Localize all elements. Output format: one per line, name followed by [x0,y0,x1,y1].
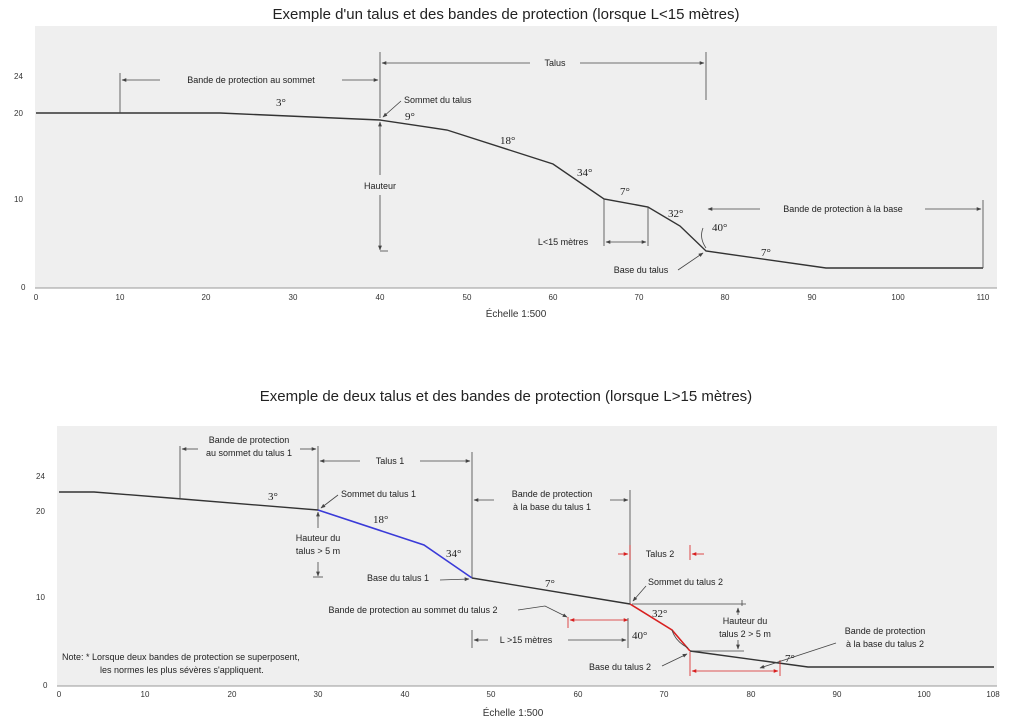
d2-angle-3: 3° [268,491,278,503]
d2-ytick-20: 20 [36,507,45,516]
d1-l15-label: L<15 mètres [538,237,589,247]
d1-xtick: 30 [289,293,298,302]
d2-xtick: 80 [747,690,756,699]
d2-angle-34: 34° [446,548,461,560]
d2-top-band-label-2: au sommet du talus 1 [206,448,292,458]
d2-xtick: 40 [401,690,410,699]
d2-top-band-label-1: Bande de protection [209,435,290,445]
d2-base2-label: Base du talus 2 [589,662,651,672]
d1-hauteur-label: Hauteur [364,181,396,191]
d1-angle-9: 9° [405,111,415,123]
d1-xtick: 70 [635,293,644,302]
d2-xtick: 90 [833,690,842,699]
diagram2-background [57,426,997,686]
diagram2: 24 20 10 0 0 10 20 30 40 50 60 70 80 90 … [36,426,1000,719]
d2-scale-label: Échelle 1:500 [483,706,544,719]
d2-angle-32: 32° [652,608,667,620]
d2-sommet1-leader [320,494,339,509]
d2-ground-top [59,491,319,511]
d2-ground-mid [471,577,631,605]
d1-angle-7-mid: 7° [620,186,630,198]
d2-base2-leader [661,653,688,667]
d1-ytick-0: 0 [21,283,26,292]
d2-talus2-label: Talus 2 [646,549,675,559]
d2-base-band2-label-2: à la base du talus 2 [846,639,924,649]
d1-xtick: 40 [376,293,385,302]
d2-ytick-0: 0 [43,681,48,690]
d1-xtick: 10 [116,293,125,302]
d1-angle-18: 18° [500,135,515,147]
d1-xtick: 80 [721,293,730,302]
diagram1: 24 20 10 0 0 10 20 30 40 50 60 70 80 90 … [14,26,997,320]
diagram2-title: Exemple de deux talus et des bandes de p… [259,388,753,405]
d2-angle-7-base: 7° [785,653,795,665]
d2-angle-7-mid: 7° [545,578,555,590]
d2-angle-18: 18° [373,514,388,526]
d1-xtick: 90 [808,293,817,302]
d2-sommet2-leader [632,585,647,602]
diagram1-background [35,26,997,288]
d2-talus1-label: Talus 1 [376,456,405,466]
d1-ytick-20: 20 [14,109,23,118]
d2-xtick: 60 [574,690,583,699]
d1-angle-40-arc [701,227,707,249]
d1-base-leader [677,252,704,271]
d2-xtick: 108 [986,690,1000,699]
d2-hauteur1-label-1: Hauteur du [296,533,341,543]
d2-base-band1-label-1: Bande de protection [512,489,593,499]
d1-base-band-label: Bande de protection à la base [783,204,903,214]
d1-angle-3: 3° [276,97,286,109]
d2-top-band2-leader [517,605,568,618]
d2-xtick: 50 [487,690,496,699]
d2-talus1-profile [317,509,473,579]
d1-scale-label: Échelle 1:500 [486,307,547,320]
d2-hauteur2-label-2: talus 2 > 5 m [719,629,771,639]
d2-base1-leader [439,577,470,582]
d1-angle-7-base: 7° [761,247,771,259]
d2-note-line1: Note: * Lorsque deux bandes de protectio… [62,652,300,662]
d2-base-band2-leader [759,642,837,669]
d2-l15-label: L >15 mètres [500,635,553,645]
d1-ytick-10: 10 [14,195,23,204]
d2-note-line2: les normes les plus sévères s'appliquent… [100,665,264,675]
d1-angle-40: 40° [712,222,727,234]
d2-xtick: 10 [141,690,150,699]
d2-angle-40-arc [671,629,689,649]
d1-xtick: 110 [977,293,990,302]
d2-xtick: 100 [917,690,931,699]
d1-xtick: 100 [891,293,905,302]
d2-base1-label: Base du talus 1 [367,573,429,583]
d1-xtick: 0 [34,293,39,302]
d2-angle-40: 40° [632,630,647,642]
diagram1-title: Exemple d'un talus et des bandes de prot… [272,6,740,23]
d2-sommet2-label: Sommet du talus 2 [648,577,723,587]
d1-top-band-label: Bande de protection au sommet [187,75,315,85]
d1-angle-32: 32° [668,208,683,220]
d1-xtick: 50 [463,293,472,302]
d2-xtick: 30 [314,690,323,699]
d2-base-band1-label-2: à la base du talus 1 [513,502,591,512]
d2-base-band2-label-1: Bande de protection [845,626,926,636]
d2-hauteur1-label-2: talus > 5 m [296,546,340,556]
d1-xtick: 20 [202,293,211,302]
d1-xtick: 60 [549,293,558,302]
d1-sommet-label: Sommet du talus [404,95,472,105]
d2-ytick-10: 10 [36,593,45,602]
d2-top-band2-label: Bande de protection au sommet du talus 2 [328,605,497,615]
d1-ytick-24: 24 [14,72,23,81]
d1-angle-34: 34° [577,167,592,179]
d2-sommet1-label: Sommet du talus 1 [341,489,416,499]
d2-xtick: 0 [57,690,62,699]
d2-hauteur2-label-1: Hauteur du [723,616,768,626]
d2-ytick-24: 24 [36,472,45,481]
d1-talus-label: Talus [544,58,566,68]
d2-xtick: 70 [660,690,669,699]
d2-ground-base [689,650,994,668]
d1-sommet-leader [382,100,402,118]
d1-base-label: Base du talus [614,265,669,275]
d2-xtick: 20 [228,690,237,699]
